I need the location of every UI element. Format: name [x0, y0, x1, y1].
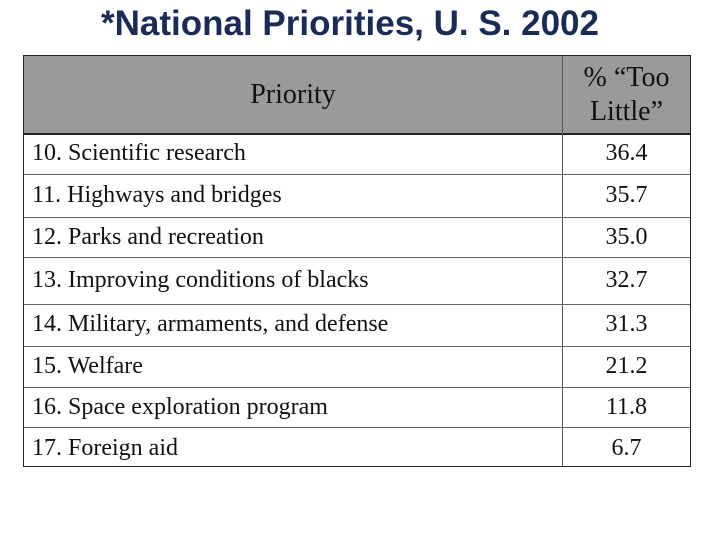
priorities-table: Priority % “Too Little” 10. Scientific r… — [23, 55, 691, 467]
row-label: 16. Space exploration program — [32, 394, 328, 420]
row-value: 6.7 — [611, 435, 642, 461]
header-priority: Priority — [250, 79, 336, 110]
row-value: 35.0 — [605, 224, 648, 250]
row-divider — [24, 346, 690, 347]
row-value: 32.7 — [605, 267, 648, 293]
table-header: Priority % “Too Little” — [24, 56, 690, 135]
row-value: 21.2 — [605, 353, 648, 379]
row-divider — [24, 217, 690, 218]
row-value: 35.7 — [605, 182, 648, 208]
row-value: 31.3 — [605, 311, 648, 337]
row-label: 13. Improving conditions of blacks — [32, 267, 369, 293]
row-divider — [24, 427, 690, 428]
page-title: *National Priorities, U. S. 2002 — [101, 4, 599, 43]
row-label: 14. Military, armaments, and defense — [32, 311, 389, 337]
row-divider — [24, 257, 690, 258]
row-label: 15. Welfare — [32, 353, 143, 379]
row-label: 17. Foreign aid — [32, 435, 178, 461]
row-label: 10. Scientific research — [32, 140, 246, 166]
header-percent-line2: Little” — [589, 96, 664, 127]
row-divider — [24, 387, 690, 388]
row-value: 11.8 — [605, 394, 648, 420]
row-divider — [24, 174, 690, 175]
row-label: 12. Parks and recreation — [32, 224, 264, 250]
header-percent-too-little: % “Too Little” — [563, 56, 690, 133]
header-percent-line1: % “Too — [583, 62, 670, 93]
row-value: 36.4 — [605, 140, 648, 166]
row-divider — [24, 304, 690, 305]
column-divider — [562, 56, 563, 466]
row-label: 11. Highways and bridges — [32, 182, 282, 208]
